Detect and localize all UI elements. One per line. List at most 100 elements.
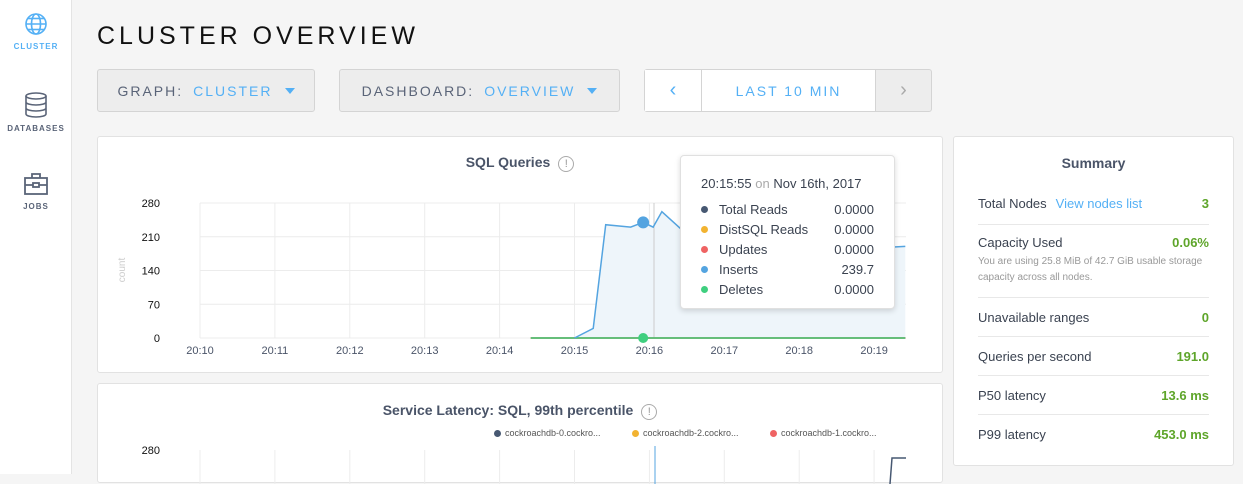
- chart-plot: 280: [142, 445, 906, 484]
- x-tick-label: 20:10: [186, 345, 214, 357]
- summary-value: 0: [1201, 310, 1209, 325]
- y-tick-label: 280: [142, 445, 160, 457]
- summary-unavailable-ranges: Unavailable ranges 0: [978, 310, 1209, 325]
- tooltip-series-value: 0.0000: [834, 281, 874, 297]
- tooltip-row: Updates 0.0000: [701, 239, 874, 259]
- dashboard-value: OVERVIEW: [484, 82, 576, 99]
- tooltip-row: Deletes 0.0000: [701, 279, 874, 299]
- tooltip-series-name: Inserts: [719, 261, 759, 277]
- capacity-note: You are using 25.8 MiB of 42.7 GiB usabl…: [978, 256, 1203, 283]
- x-tick-label: 20:12: [336, 345, 364, 357]
- summary-label: Total Nodes: [978, 196, 1047, 211]
- tooltip-time: 20:15:55: [701, 176, 752, 191]
- y-tick-label: 210: [142, 232, 160, 244]
- caret-down-icon: [587, 87, 598, 94]
- x-tick-label: 20:14: [486, 345, 514, 357]
- chart-title-text: SQL Queries: [465, 154, 551, 170]
- x-tick-label: 20:11: [262, 345, 289, 357]
- sidebar-item-label: JOBS: [23, 202, 49, 211]
- summary-p50: P50 latency 13.6 ms: [978, 388, 1209, 403]
- info-icon[interactable]: !: [558, 156, 575, 172]
- tooltip-series-name: Deletes: [719, 281, 764, 297]
- time-range-selector: ‹ LAST 10 MIN ›: [644, 69, 932, 112]
- sidebar-item-label: DATABASES: [7, 124, 65, 133]
- summary-label: Capacity Used: [978, 235, 1063, 250]
- series-dot: [701, 205, 708, 213]
- tooltip-series-value: 0.0000: [834, 241, 874, 257]
- graph-label: GRAPH:: [117, 82, 184, 99]
- info-icon[interactable]: !: [641, 404, 658, 420]
- summary-value: 453.0 ms: [1154, 427, 1209, 442]
- x-tick-label: 20:18: [785, 345, 813, 357]
- legend-item: cockroachdb-2.cockro...: [632, 428, 739, 438]
- x-tick-label: 20:17: [711, 345, 739, 357]
- x-tick-label: 20:15: [561, 345, 589, 357]
- tooltip-row: Inserts 239.7: [701, 259, 874, 279]
- chart-title: SQL Queries!: [98, 154, 942, 172]
- summary-panel: Summary Total Nodes View nodes list 3 Capa…: [953, 136, 1234, 466]
- tooltip-series-value: 0.0000: [834, 201, 874, 217]
- tooltip-date: Nov 16th, 2017: [773, 176, 862, 191]
- x-tick-label: 20:19: [860, 345, 888, 357]
- chart-title-text: Service Latency: SQL, 99th percentile: [382, 402, 634, 418]
- dashboard-dropdown[interactable]: DASHBOARD: OVERVIEW: [339, 69, 620, 112]
- legend-label: cockroachdb-2.cockro...: [643, 428, 739, 438]
- database-icon: [25, 92, 47, 118]
- dashboard-label: DASHBOARD:: [361, 82, 475, 99]
- sidebar-item-jobs[interactable]: JOBS: [0, 172, 72, 211]
- view-nodes-link[interactable]: View nodes list: [1055, 196, 1143, 211]
- summary-p99: P99 latency 453.0 ms: [978, 427, 1209, 442]
- sidebar-item-databases[interactable]: DATABASES: [0, 92, 72, 133]
- sidebar-item-cluster[interactable]: CLUSTER: [0, 12, 72, 51]
- series-dot: [701, 285, 708, 293]
- summary-value: 191.0: [1176, 349, 1209, 364]
- briefcase-icon: [24, 173, 48, 195]
- y-tick-label: 140: [142, 266, 160, 278]
- tooltip-row: DistSQL Reads 0.0000: [701, 219, 874, 239]
- summary-label: P99 latency: [978, 427, 1046, 442]
- summary-value: 0.06%: [1172, 235, 1209, 250]
- graph-dropdown[interactable]: GRAPH: CLUSTER: [97, 69, 315, 112]
- chart-title: Service Latency: SQL, 99th percentile!: [98, 402, 942, 420]
- next-time-button[interactable]: ›: [900, 79, 907, 101]
- tooltip-series-name: DistSQL Reads: [719, 221, 809, 237]
- summary-label: P50 latency: [978, 388, 1046, 403]
- summary-title: Summary: [1061, 155, 1126, 171]
- legend-label: cockroachdb-1.cockro...: [781, 428, 877, 438]
- tooltip-on: on: [755, 176, 770, 191]
- series-line-cockroachdb-0: [889, 457, 906, 484]
- summary-value: 3: [1201, 196, 1209, 211]
- chart-tooltip: 20:15:55 on Nov 16th, 2017 Total Reads 0.…: [680, 155, 895, 309]
- tooltip-series-name: Total Reads: [719, 201, 788, 217]
- series-dot: [701, 225, 708, 233]
- legend-dot: [494, 429, 501, 437]
- summary-label: Unavailable ranges: [978, 310, 1090, 325]
- prev-time-button[interactable]: ‹: [645, 70, 702, 111]
- summary-capacity-used: Capacity Used 0.06%: [978, 235, 1209, 250]
- service-latency-chart: Service Latency: SQL, 99th percentile! c…: [97, 383, 943, 484]
- hover-point-inserts: [637, 216, 650, 229]
- x-tick-label: 20:13: [411, 345, 439, 357]
- hover-point-deletes: [638, 333, 649, 343]
- legend-item: cockroachdb-0.cockro...: [494, 428, 601, 438]
- globe-icon: [25, 13, 47, 35]
- sidebar-item-label: CLUSTER: [13, 42, 59, 51]
- series-dot: [701, 245, 708, 253]
- tooltip-series-value: 0.0000: [834, 221, 874, 237]
- caret-down-icon: [284, 87, 295, 94]
- legend-item: cockroachdb-1.cockro...: [770, 428, 877, 438]
- sidebar: CLUSTER DATABASES JOBS: [0, 0, 72, 474]
- legend-dot: [770, 429, 777, 437]
- series-dot: [701, 265, 708, 273]
- y-tick-label: 0: [154, 333, 160, 345]
- summary-value: 13.6 ms: [1161, 388, 1209, 403]
- y-tick-label: 280: [142, 198, 160, 210]
- tooltip-series-name: Updates: [719, 241, 768, 257]
- summary-qps: Queries per second 191.0: [978, 349, 1209, 364]
- y-tick-label: 70: [148, 299, 160, 311]
- legend-dot: [632, 429, 639, 437]
- time-range-button[interactable]: LAST 10 MIN: [702, 70, 876, 111]
- y-axis-label: count: [117, 258, 128, 283]
- page-title: CLUSTER OVERVIEW: [97, 22, 419, 50]
- legend-label: cockroachdb-0.cockro...: [505, 428, 601, 438]
